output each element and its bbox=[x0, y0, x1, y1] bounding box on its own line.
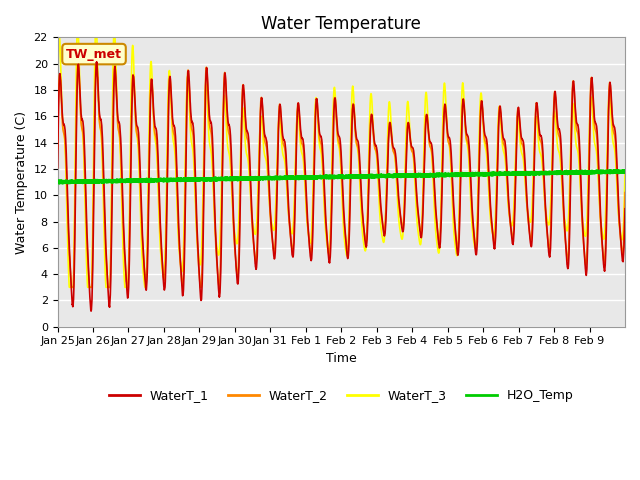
WaterT_3 bbox=[54, 105, 61, 111]
H2O_Temp bbox=[56, 180, 63, 186]
WaterT_2 bbox=[54, 146, 61, 152]
WaterT_3 bbox=[490, 233, 497, 239]
WaterT_3 bbox=[621, 169, 629, 175]
Line: H2O_Temp: H2O_Temp bbox=[58, 171, 625, 183]
H2O_Temp bbox=[54, 179, 61, 184]
Line: WaterT_2: WaterT_2 bbox=[58, 61, 625, 288]
H2O_Temp bbox=[432, 173, 440, 179]
WaterT_2 bbox=[68, 285, 76, 290]
WaterT_2 bbox=[152, 133, 159, 139]
WaterT_1 bbox=[433, 213, 440, 218]
WaterT_1 bbox=[490, 242, 497, 248]
WaterT_1 bbox=[621, 206, 629, 212]
WaterT_3 bbox=[421, 108, 429, 114]
WaterT_2 bbox=[433, 216, 440, 222]
H2O_Temp bbox=[607, 168, 614, 174]
H2O_Temp bbox=[473, 171, 481, 177]
Text: TW_met: TW_met bbox=[66, 48, 122, 60]
WaterT_2 bbox=[93, 58, 100, 64]
WaterT_3 bbox=[499, 140, 506, 145]
Line: WaterT_1: WaterT_1 bbox=[58, 62, 625, 311]
Line: WaterT_3: WaterT_3 bbox=[58, 37, 625, 288]
Title: Water Temperature: Water Temperature bbox=[261, 15, 421, 33]
H2O_Temp bbox=[421, 172, 429, 178]
WaterT_3 bbox=[474, 218, 481, 224]
WaterT_1 bbox=[421, 144, 429, 149]
WaterT_2 bbox=[490, 239, 497, 244]
H2O_Temp bbox=[498, 171, 506, 177]
WaterT_2 bbox=[421, 135, 429, 141]
WaterT_1 bbox=[54, 165, 61, 171]
WaterT_1 bbox=[93, 59, 100, 65]
WaterT_1 bbox=[499, 127, 506, 133]
WaterT_2 bbox=[499, 132, 506, 137]
WaterT_3 bbox=[55, 35, 63, 40]
H2O_Temp bbox=[490, 171, 497, 177]
H2O_Temp bbox=[621, 169, 629, 175]
WaterT_1 bbox=[87, 308, 95, 314]
WaterT_2 bbox=[474, 229, 481, 235]
WaterT_3 bbox=[152, 139, 159, 145]
WaterT_3 bbox=[65, 285, 73, 290]
Y-axis label: Water Temperature (C): Water Temperature (C) bbox=[15, 110, 28, 253]
WaterT_1 bbox=[474, 241, 481, 247]
H2O_Temp bbox=[152, 178, 159, 183]
Legend: WaterT_1, WaterT_2, WaterT_3, H2O_Temp: WaterT_1, WaterT_2, WaterT_3, H2O_Temp bbox=[104, 384, 579, 408]
WaterT_1 bbox=[152, 125, 159, 131]
X-axis label: Time: Time bbox=[326, 352, 356, 365]
WaterT_2 bbox=[621, 190, 629, 195]
WaterT_3 bbox=[433, 234, 440, 240]
